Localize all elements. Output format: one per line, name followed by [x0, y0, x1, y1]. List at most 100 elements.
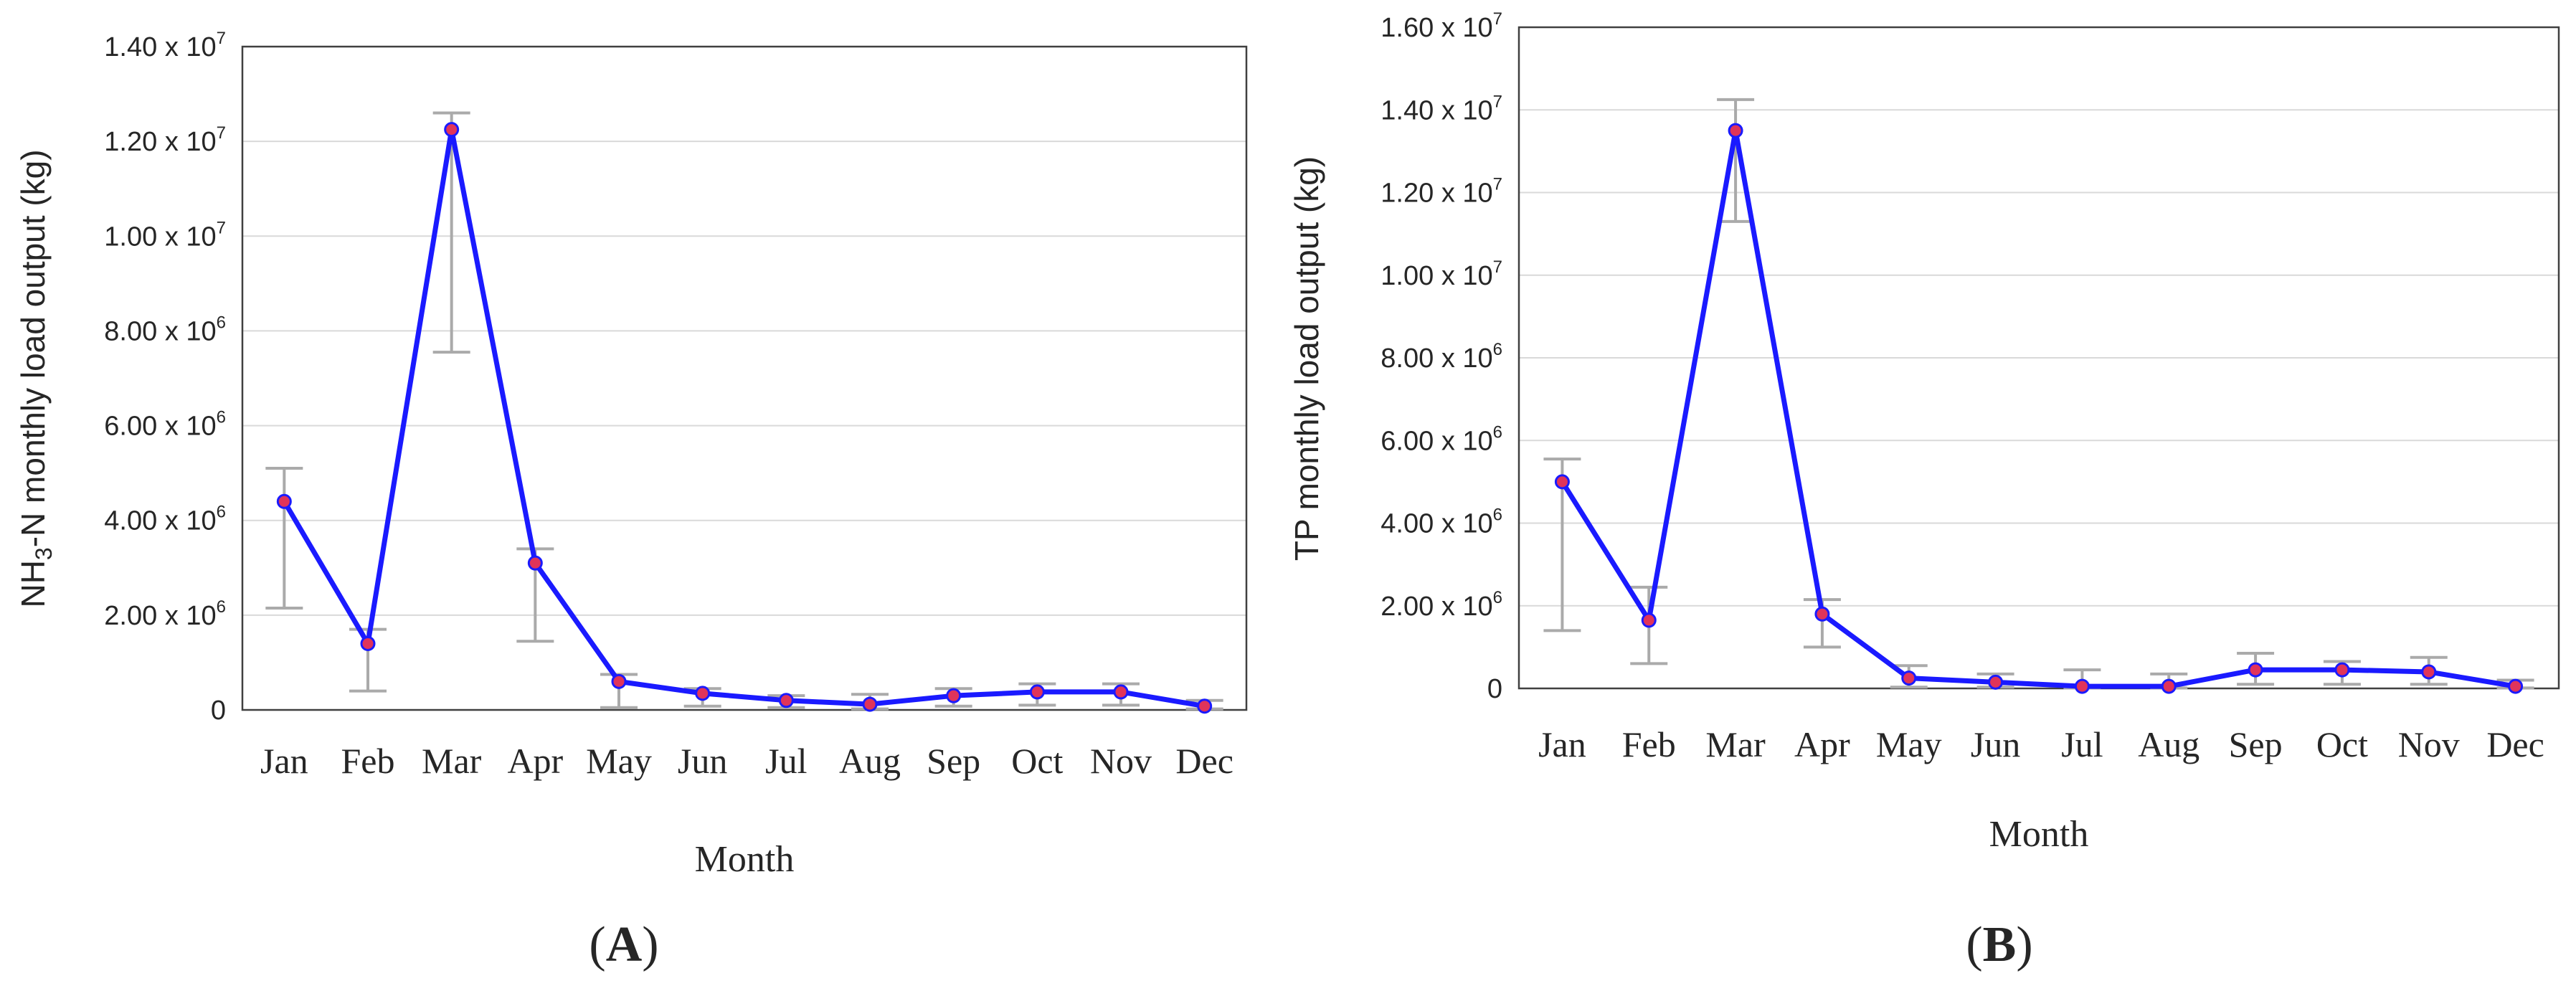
y-tick-exponent: 7 — [1493, 175, 1502, 194]
y-axis-label: TP monthly load output (kg) — [1288, 156, 1325, 561]
x-tick-label: Feb — [341, 741, 395, 781]
y-tick-exponent: 6 — [217, 503, 226, 522]
y-tick-label: 0 — [211, 696, 226, 726]
x-axis-label: Month — [695, 839, 795, 880]
y-tick-exponent: 6 — [217, 597, 226, 617]
y-tick-label: 1.00 x 107 — [1381, 257, 1502, 291]
x-tick-label: Sep — [927, 741, 980, 781]
y-tick-label: 2.00 x 106 — [1381, 588, 1502, 622]
y-axis-label-prefix: NH — [14, 560, 52, 607]
data-point — [1988, 674, 2004, 690]
x-tick-label: Dec — [1175, 741, 1233, 781]
y-tick-label: 0 — [1487, 674, 1502, 704]
y-axis-label-prefix: TP monthly load output (kg) — [1288, 156, 1325, 561]
y-tick-label: 4.00 x 106 — [104, 503, 226, 536]
y-tick-exponent: 6 — [1493, 422, 1502, 442]
y-tick-exponent: 7 — [217, 218, 226, 237]
error-bar — [265, 467, 303, 610]
plot-area — [1517, 26, 2560, 690]
y-tick-exponent: 7 — [217, 29, 226, 48]
y-tick-mantissa: 6.00 x 10 — [1381, 426, 1492, 456]
y-tick-label: 8.00 x 106 — [104, 313, 226, 346]
y-tick-label: 1.20 x 107 — [1381, 175, 1502, 209]
x-tick-label: Sep — [2229, 724, 2283, 764]
y-tick-mantissa: 2.00 x 10 — [1381, 592, 1492, 622]
x-tick-label: Oct — [2316, 724, 2368, 764]
panel-label: (A) — [589, 917, 658, 972]
y-tick-label: 4.00 x 106 — [1381, 506, 1502, 539]
y-tick-label: 8.00 x 106 — [1381, 340, 1502, 374]
x-tick-label: Jan — [260, 741, 308, 781]
x-tick-label: Jan — [1538, 724, 1586, 764]
y-tick-mantissa: 4.00 x 10 — [104, 506, 216, 536]
plot-area — [241, 45, 1248, 711]
y-tick-exponent: 7 — [1493, 92, 1502, 111]
y-tick-mantissa: 4.00 x 10 — [1381, 509, 1492, 539]
y-axis-label-suffix: -N monthly load output (kg) — [14, 149, 52, 547]
data-point — [1814, 606, 1830, 622]
y-tick-label: 1.60 x 107 — [1381, 9, 1502, 43]
x-tick-label: Nov — [2398, 724, 2460, 764]
x-tick-label: May — [1876, 724, 1942, 764]
data-point — [276, 493, 292, 509]
x-tick-label: Aug — [839, 741, 901, 781]
data-point — [360, 636, 376, 651]
data-point — [1728, 123, 1743, 138]
y-tick-mantissa: 8.00 x 10 — [104, 316, 216, 346]
error-bar — [432, 111, 470, 354]
x-tick-label: Mar — [422, 741, 482, 781]
data-point — [2074, 678, 2090, 694]
x-tick-label: Oct — [1011, 741, 1063, 781]
panel-label-letter: A — [606, 917, 643, 972]
series-line — [282, 127, 1206, 709]
x-tick-label: Nov — [1090, 741, 1152, 781]
panel-label-close: ) — [2016, 917, 2032, 972]
y-tick-exponent: 6 — [1493, 340, 1502, 359]
series-line — [1560, 128, 2516, 689]
y-tick-mantissa: 1.60 x 10 — [1381, 13, 1492, 43]
y-axis-label: NH3-N monthly load output (kg) — [14, 149, 57, 607]
x-tick-label: Jul — [765, 741, 807, 781]
data-point — [946, 688, 962, 703]
panel-label-open: ( — [1966, 917, 1982, 972]
x-tick-label: Mar — [1705, 724, 1766, 764]
y-tick-mantissa: 1.40 x 10 — [104, 32, 216, 62]
x-tick-label: Aug — [2138, 724, 2199, 764]
y-tick-exponent: 6 — [1493, 506, 1502, 525]
y-tick-label: 1.40 x 107 — [104, 29, 226, 62]
panel-label: (B) — [1966, 917, 2032, 972]
y-tick-mantissa: 0 — [1487, 674, 1502, 704]
data-point — [444, 122, 460, 138]
data-point — [2248, 662, 2263, 678]
data-point — [2421, 664, 2437, 680]
y-tick-label: 6.00 x 106 — [104, 408, 226, 442]
data-point — [2334, 662, 2350, 678]
y-tick-exponent: 7 — [1493, 257, 1502, 277]
y-tick-label: 1.40 x 107 — [1381, 92, 1502, 125]
data-point — [2508, 678, 2524, 694]
x-tick-label: Jul — [2061, 724, 2103, 764]
panel-label-letter: B — [1983, 917, 2017, 972]
x-axis-label: Month — [1989, 814, 2089, 855]
y-tick-mantissa: 1.00 x 10 — [1381, 261, 1492, 291]
x-tick-label: Jun — [1971, 724, 2020, 764]
data-point — [1554, 474, 1570, 490]
y-tick-mantissa: 0 — [211, 696, 226, 726]
data-point — [695, 686, 711, 701]
data-point — [1197, 698, 1213, 714]
y-tick-exponent: 7 — [1493, 9, 1502, 29]
x-tick-label: May — [586, 741, 652, 781]
y-tick-exponent: 7 — [217, 123, 226, 143]
data-point — [1029, 684, 1045, 700]
data-point — [862, 696, 878, 712]
panel-label-open: ( — [589, 917, 605, 972]
y-tick-exponent: 6 — [217, 408, 226, 427]
y-tick-exponent: 6 — [217, 313, 226, 332]
y-axis-label-subscript: 3 — [31, 547, 57, 560]
data-point — [611, 673, 627, 689]
x-tick-label: Feb — [1622, 724, 1676, 764]
x-tick-label: Apr — [1794, 724, 1850, 764]
data-point — [778, 693, 794, 708]
